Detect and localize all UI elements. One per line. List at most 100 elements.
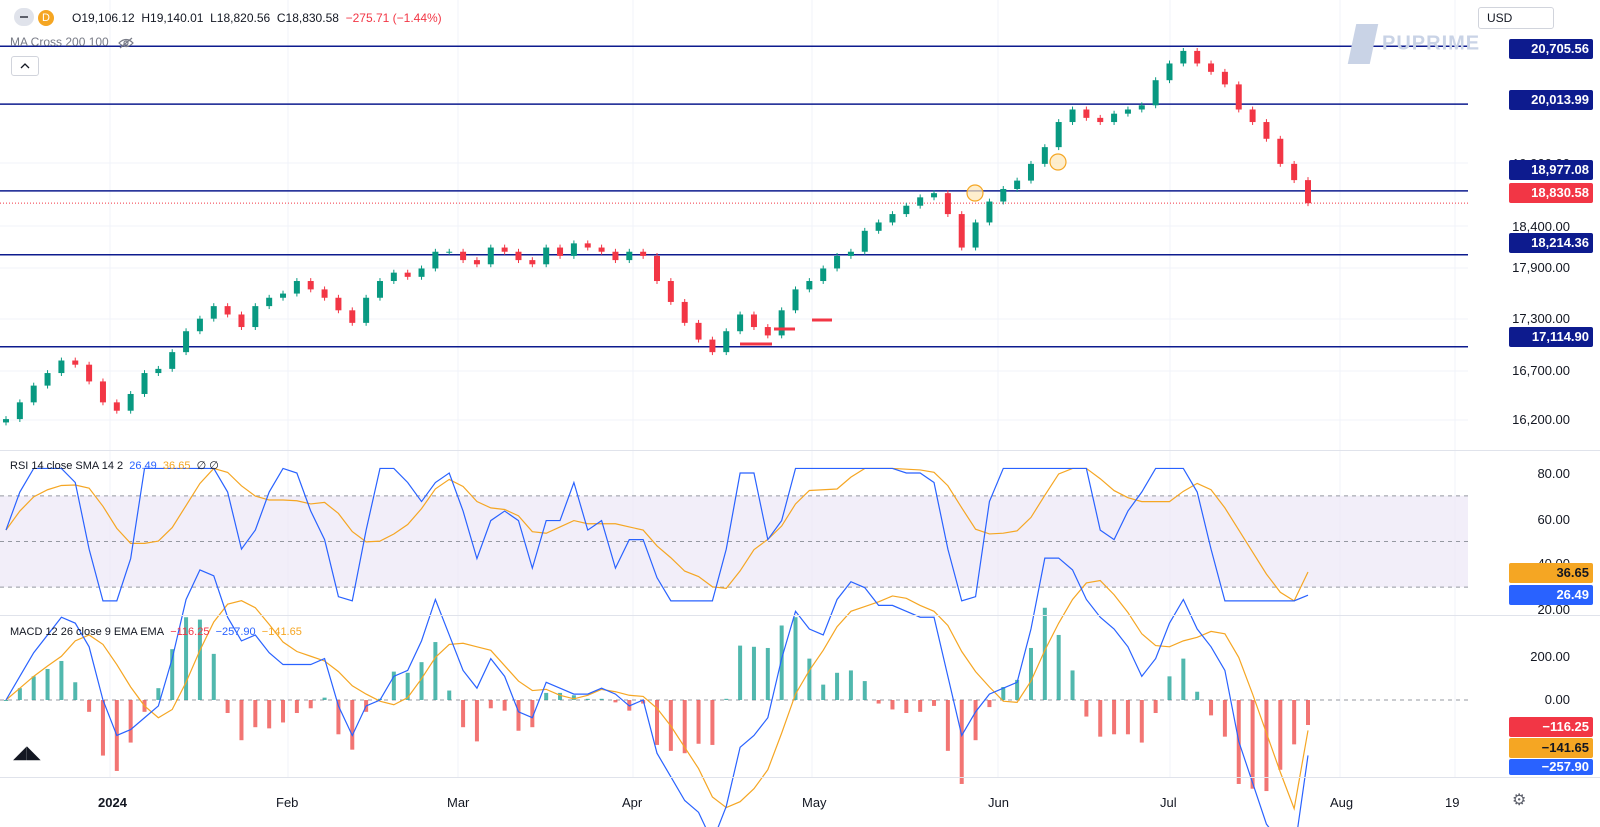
macd-hist-bar bbox=[447, 690, 452, 700]
macd-hist-bar bbox=[1278, 700, 1283, 770]
event-marker bbox=[1049, 153, 1067, 171]
candle-body bbox=[266, 297, 273, 307]
macd-hist-value: −116.25 bbox=[170, 626, 210, 638]
candle-body bbox=[917, 197, 924, 206]
symbol-menu-button[interactable] bbox=[14, 8, 34, 26]
macd-hist-bar bbox=[488, 700, 493, 709]
last-price-tag[interactable]: 18,830.58 bbox=[1509, 183, 1593, 203]
interval-badge[interactable]: D bbox=[38, 10, 54, 26]
macd-hist-bar bbox=[184, 617, 189, 700]
macd-hist-bar bbox=[336, 700, 341, 735]
candle-body bbox=[598, 247, 605, 252]
macd-hist-bar bbox=[170, 649, 175, 700]
macd-legend[interactable]: MACD 12 26 close 9 EMA EMA −116.25 −257.… bbox=[10, 626, 302, 638]
candle-body bbox=[1180, 50, 1187, 64]
macd-hist-bar bbox=[973, 700, 978, 741]
candle-body bbox=[1263, 122, 1270, 139]
level-tag[interactable]: 20,705.56 bbox=[1509, 39, 1593, 59]
price-tick: 17,900.00 bbox=[1512, 260, 1570, 275]
candle-body bbox=[418, 268, 425, 277]
macd-signal-value: −141.65 bbox=[261, 626, 302, 638]
macd-hist-bar bbox=[239, 700, 244, 741]
rsi-tag[interactable]: 26.49 bbox=[1509, 585, 1593, 605]
candle-body bbox=[141, 373, 148, 394]
pane-divider[interactable] bbox=[0, 450, 1600, 451]
macd-hist-bar bbox=[1112, 700, 1117, 735]
level-tag[interactable]: 18,977.08 bbox=[1509, 160, 1593, 180]
macd-hist-bar bbox=[253, 700, 258, 728]
ohlc-open: O19,106.12 bbox=[72, 11, 135, 25]
candle-body bbox=[307, 281, 314, 290]
pane-divider[interactable] bbox=[0, 615, 1600, 616]
level-tag[interactable]: 18,214.36 bbox=[1509, 233, 1593, 253]
brand-mark-icon bbox=[1347, 24, 1379, 64]
macd-hist-bar bbox=[807, 658, 812, 700]
macd-hist-bar bbox=[710, 700, 715, 745]
macd-hist-bar bbox=[848, 670, 853, 700]
candle-body bbox=[612, 251, 619, 261]
ohlc-change: −275.71 (−1.44%) bbox=[345, 11, 442, 25]
tradingview-logo-icon[interactable]: ◢◣ bbox=[13, 742, 41, 763]
time-label: May bbox=[802, 795, 827, 810]
macd-hist-bar bbox=[724, 698, 729, 700]
macd-hist-bar bbox=[1222, 700, 1227, 737]
collapse-legend-button[interactable] bbox=[11, 56, 39, 76]
candle-body bbox=[113, 402, 120, 411]
candle-body bbox=[944, 193, 951, 215]
currency-selector[interactable]: USD bbox=[1478, 7, 1554, 29]
time-label: Apr bbox=[622, 795, 643, 810]
candle-body bbox=[681, 301, 688, 323]
candle-body bbox=[543, 247, 550, 265]
candle-body bbox=[889, 214, 896, 223]
candle-body bbox=[196, 318, 203, 332]
macd-hist-bar bbox=[100, 700, 105, 756]
candle-body bbox=[501, 247, 508, 252]
level-tag[interactable]: 20,013.99 bbox=[1509, 90, 1593, 110]
settings-gear-icon[interactable]: ⚙ bbox=[1512, 792, 1527, 809]
candle-body bbox=[750, 314, 757, 328]
macd-hist-bar bbox=[1001, 686, 1006, 700]
brand-watermark: PUPRIME bbox=[1347, 24, 1480, 64]
candle-body bbox=[1291, 163, 1298, 181]
macd-hist-bar bbox=[1264, 700, 1269, 792]
macd-hist-bar bbox=[73, 682, 78, 700]
macd-signal-tag[interactable]: −141.65 bbox=[1509, 738, 1593, 758]
rsi-tick: 20.00 bbox=[1537, 602, 1570, 617]
candle-body bbox=[16, 402, 23, 420]
level-tag[interactable]: 17,114.90 bbox=[1509, 327, 1593, 347]
macd-hist-bar bbox=[391, 671, 396, 700]
rsi-band bbox=[0, 495, 1468, 588]
macd-hist-bar bbox=[294, 700, 299, 714]
ma-label-text: MA Cross 200 100 bbox=[10, 35, 109, 49]
ma-indicator-label[interactable]: MA Cross 200 100 bbox=[10, 35, 134, 49]
macd-hist-bar bbox=[1042, 607, 1047, 700]
macd-hist-tag[interactable]: −116.25 bbox=[1509, 717, 1593, 737]
time-label: Aug bbox=[1330, 795, 1354, 810]
rsi-legend[interactable]: RSI 14 close SMA 14 2 26.49 36.65 ∅ ∅ bbox=[10, 459, 219, 472]
eye-hidden-icon[interactable] bbox=[118, 37, 134, 49]
candle-body bbox=[58, 360, 65, 374]
macd-hist-bar bbox=[433, 642, 438, 700]
candle-body bbox=[390, 272, 397, 282]
rsi-sma-tag[interactable]: 36.65 bbox=[1509, 563, 1593, 583]
currency-label: USD bbox=[1487, 11, 1513, 25]
candle-body bbox=[280, 293, 287, 298]
candle-body bbox=[1055, 122, 1062, 148]
macd-hist-bar bbox=[1292, 700, 1297, 745]
candle-body bbox=[778, 310, 785, 336]
macd-hist-bar bbox=[225, 700, 230, 714]
rsi-value: 26.49 bbox=[129, 460, 157, 472]
macd-hist-bar bbox=[197, 619, 202, 700]
candle-body bbox=[210, 306, 217, 319]
macd-hist-bar bbox=[1125, 700, 1130, 735]
macd-hist-bar bbox=[918, 700, 923, 712]
macd-hist-bar bbox=[1070, 670, 1075, 700]
candle-body bbox=[1014, 180, 1021, 189]
macd-line-tag[interactable]: −257.90 bbox=[1509, 759, 1593, 775]
candle-body bbox=[349, 310, 356, 323]
candle-body bbox=[86, 364, 93, 382]
candle-body bbox=[446, 251, 453, 253]
candle-body bbox=[875, 222, 882, 231]
